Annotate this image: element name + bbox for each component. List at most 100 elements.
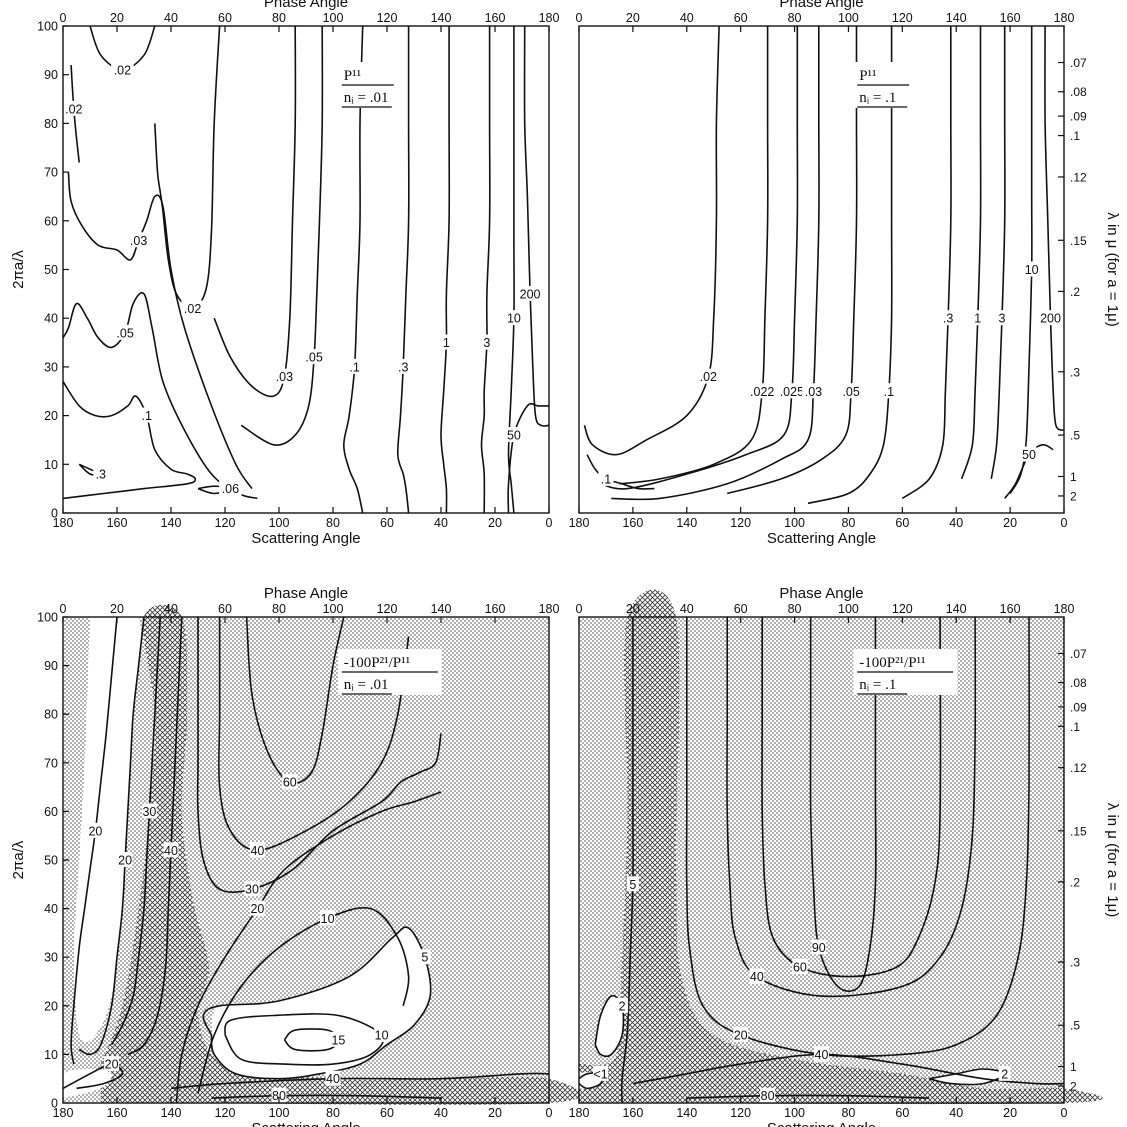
- contour-line: [62, 291, 258, 500]
- contour-label-bg: [244, 881, 260, 897]
- top-axis-title: Phase Angle: [264, 585, 348, 602]
- contour-label-bg: [104, 1056, 120, 1072]
- contour-line: [960, 26, 982, 480]
- right-tick-label: .1: [1070, 720, 1080, 734]
- contour-line: [224, 1013, 385, 1066]
- contour-line: [245, 616, 345, 785]
- contour-line: [154, 25, 221, 310]
- contour-line: [583, 25, 720, 456]
- legend-line1: -100P²¹/P¹¹: [859, 655, 925, 671]
- contour-label-bg: [374, 1026, 390, 1042]
- legend: -100P²¹/P¹¹ nᵢ = .1: [853, 649, 958, 695]
- contour-label: 10: [321, 912, 335, 926]
- contour-label: 30: [245, 883, 259, 897]
- contour-label: 10: [507, 312, 521, 326]
- contour-label: 1: [974, 312, 981, 326]
- contour-label: .05: [842, 385, 859, 399]
- contour-line: [67, 172, 253, 490]
- top-tick-label: 160: [485, 602, 506, 616]
- top-tick-label: 120: [892, 602, 913, 616]
- contour-label: .02: [114, 63, 131, 77]
- right-tick-label: .07: [1070, 647, 1087, 661]
- bottom-tick-label: 20: [488, 516, 502, 530]
- left-tick-label: 90: [44, 659, 58, 673]
- contour-line: [218, 617, 410, 852]
- top-tick-label: 20: [110, 11, 124, 25]
- bottom-axis-title: Scattering Angle: [767, 530, 876, 547]
- bottom-tick-label: 80: [841, 516, 855, 530]
- contour-label-bg: [1021, 446, 1037, 462]
- top-tick-label: 120: [377, 602, 398, 616]
- contour-label-bg: [1039, 310, 1062, 326]
- shading-crosshatch: [100, 604, 582, 1105]
- contour-label-bg: [626, 876, 639, 892]
- top-tick-label: 160: [485, 11, 506, 25]
- contour-label-bg: [814, 1046, 829, 1062]
- contour-label-bg: [593, 1065, 609, 1081]
- contour-label: 20: [105, 1058, 119, 1072]
- right-tick-label: .09: [1070, 700, 1087, 714]
- contour-line: [586, 454, 655, 490]
- plot-frame: [578, 616, 1065, 1104]
- top-tick-label: 180: [1054, 602, 1075, 616]
- contour-label: .1: [601, 472, 611, 486]
- right-tick-label: 1: [1070, 470, 1077, 484]
- contour-label: 20: [118, 854, 132, 868]
- top-tick-label: 140: [946, 11, 967, 25]
- right-tick-label: .2: [1070, 285, 1080, 299]
- top-tick-label: 120: [377, 11, 398, 25]
- contour-label: 20: [250, 902, 264, 916]
- bottom-axis-title: Scattering Angle: [251, 1120, 360, 1127]
- contour-line: [480, 26, 491, 514]
- legend-line2: nᵢ = .1: [859, 90, 896, 106]
- bottom-tick-label: 120: [730, 516, 751, 530]
- contour-label: 80: [761, 1089, 775, 1103]
- contour-label: 2: [619, 999, 626, 1013]
- contour-label: .03: [130, 234, 147, 248]
- panel-top-left: .02.02.03.02.05.03.05.1.1.31 31020050.06.…: [10, 0, 559, 547]
- contour-label: .1: [349, 360, 359, 374]
- bottom-tick-label: 140: [161, 1106, 182, 1120]
- top-tick-label: 20: [110, 602, 124, 616]
- left-tick-label: 80: [44, 117, 58, 131]
- contour-line: [70, 616, 118, 1065]
- contour-label: 1: [443, 336, 450, 350]
- region-white: [61, 1069, 112, 1099]
- contour-label: 40: [750, 970, 764, 984]
- contour-label-bg: [395, 358, 411, 374]
- right-tick-label: .15: [1070, 234, 1087, 248]
- contour-label-bg: [480, 334, 493, 350]
- contour-line: [807, 26, 893, 505]
- contour-label: 40: [815, 1048, 829, 1062]
- contour-line: [507, 402, 549, 514]
- contour-line: [726, 26, 858, 495]
- contour-label-bg: [616, 997, 629, 1013]
- contour-label-bg: [747, 383, 778, 399]
- bottom-tick-label: 120: [215, 516, 236, 530]
- contour-label: 60: [283, 776, 297, 790]
- contour-label-bg: [302, 349, 326, 365]
- top-tick-label: 100: [323, 11, 344, 25]
- left-tick-label: 90: [44, 68, 58, 82]
- contour-label-bg: [249, 900, 265, 916]
- left-tick-label: 70: [44, 756, 58, 770]
- contour-line: [619, 25, 769, 485]
- bottom-tick-label: 40: [434, 516, 448, 530]
- bottom-tick-label: 20: [1003, 1106, 1017, 1120]
- bottom-tick-label: 0: [1061, 1106, 1068, 1120]
- right-tick-label: .12: [1070, 170, 1087, 184]
- contour-line: [594, 995, 625, 1058]
- contour-label-bg: [273, 368, 296, 384]
- contour-label: 200: [520, 287, 541, 301]
- contour-label-bg: [418, 949, 431, 965]
- top-tick-label: 20: [626, 602, 640, 616]
- bottom-tick-label: 140: [676, 516, 697, 530]
- contour-label-bg: [62, 100, 86, 116]
- contour-line: [211, 1094, 442, 1099]
- left-tick-label: 80: [44, 708, 58, 722]
- contour-label: 20: [88, 824, 102, 838]
- contour-label: 15: [331, 1033, 345, 1047]
- top-tick-label: 100: [838, 11, 859, 25]
- right-tick-label: 2: [1070, 489, 1077, 503]
- bottom-tick-label: 20: [488, 1106, 502, 1120]
